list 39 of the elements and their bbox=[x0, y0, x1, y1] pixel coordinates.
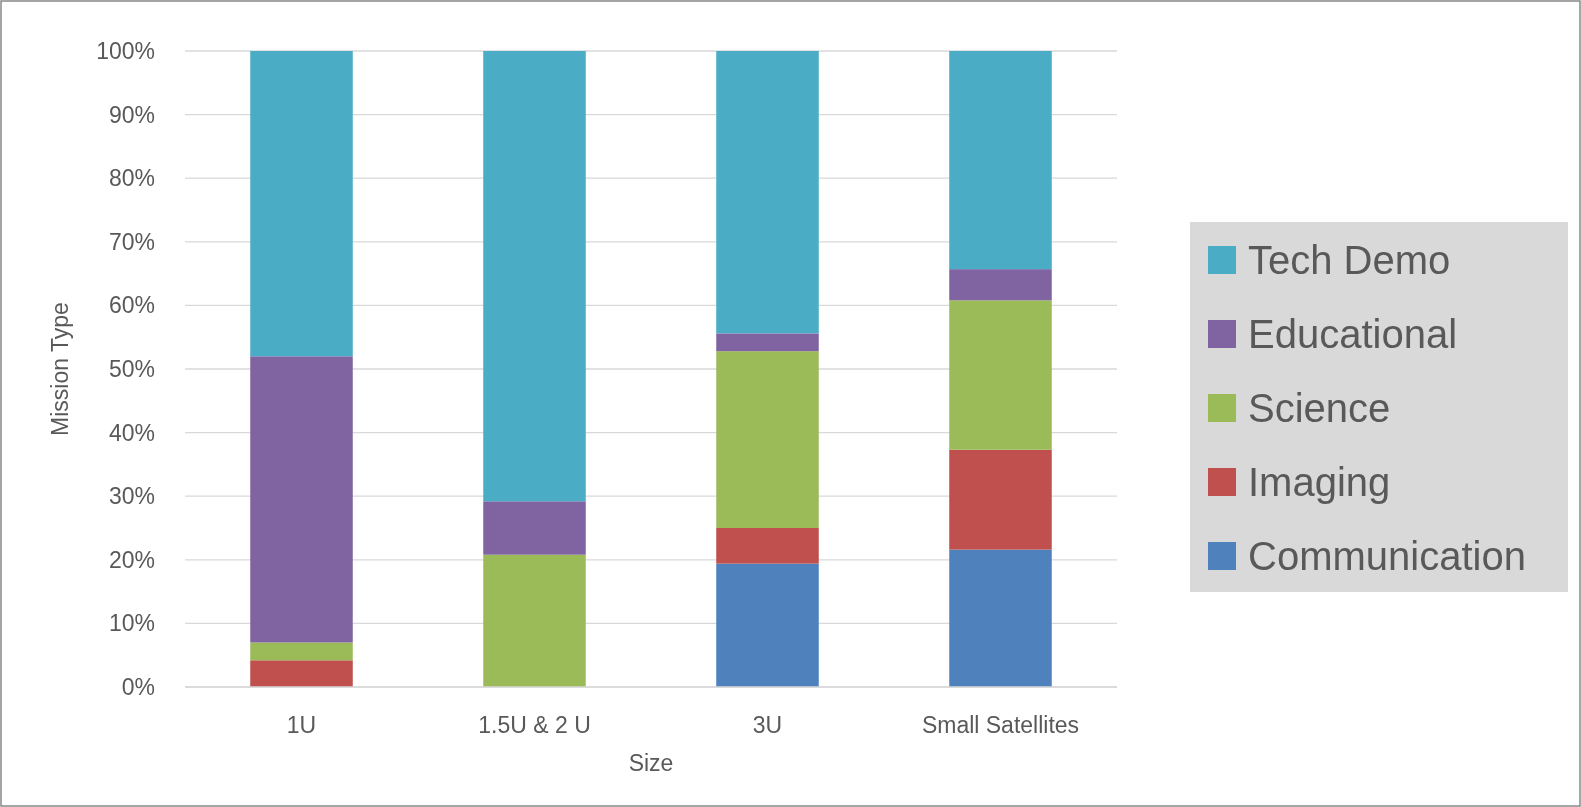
bar bbox=[949, 449, 1052, 550]
x-axis-title: Size bbox=[628, 750, 674, 776]
y-tick-label: 50% bbox=[108, 356, 155, 383]
bar bbox=[949, 51, 1052, 270]
legend-label: Imaging bbox=[1248, 460, 1391, 504]
bar bbox=[250, 642, 353, 661]
legend-label: Communication bbox=[1248, 534, 1526, 578]
y-tick-label: 100% bbox=[96, 38, 155, 65]
bar bbox=[250, 356, 353, 643]
x-tick-label: 1U bbox=[286, 712, 317, 738]
bar bbox=[949, 300, 1052, 450]
bar bbox=[483, 501, 586, 555]
y-tick-label: 60% bbox=[108, 292, 155, 319]
bar bbox=[949, 549, 1052, 687]
bar bbox=[949, 269, 1052, 301]
legend-label: Science bbox=[1248, 386, 1391, 430]
x-tick-label: 3U bbox=[752, 712, 783, 738]
bar bbox=[716, 563, 819, 687]
bar bbox=[250, 660, 353, 687]
y-tick-label: 90% bbox=[108, 101, 155, 128]
bar bbox=[716, 333, 819, 352]
y-tick-label: 70% bbox=[108, 228, 155, 255]
bar bbox=[716, 528, 819, 564]
y-tick-label: 20% bbox=[108, 546, 155, 573]
x-tick-label: 1.5U & 2 U bbox=[478, 712, 591, 738]
legend-label: Tech Demo bbox=[1248, 238, 1451, 282]
y-tick-label: 0% bbox=[121, 674, 155, 701]
legend-label: Educational bbox=[1248, 312, 1458, 356]
x-tick-label: Small Satellites bbox=[921, 712, 1080, 738]
y-tick-label: 80% bbox=[108, 165, 155, 192]
bar bbox=[483, 51, 586, 502]
y-tick-label: 10% bbox=[108, 610, 155, 637]
bar bbox=[716, 51, 819, 334]
bar bbox=[483, 554, 586, 687]
y-axis-title: Mission Type bbox=[47, 302, 73, 436]
y-tick-label: 30% bbox=[108, 483, 155, 510]
bar bbox=[716, 351, 819, 528]
y-tick-label: 40% bbox=[108, 419, 155, 446]
bar bbox=[250, 51, 353, 357]
